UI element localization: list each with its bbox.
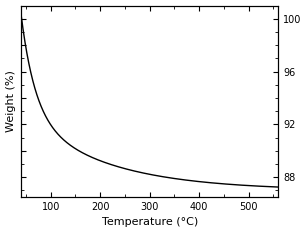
X-axis label: Temperature (°C): Temperature (°C): [102, 217, 198, 227]
Y-axis label: Weight (%): Weight (%): [6, 70, 16, 132]
